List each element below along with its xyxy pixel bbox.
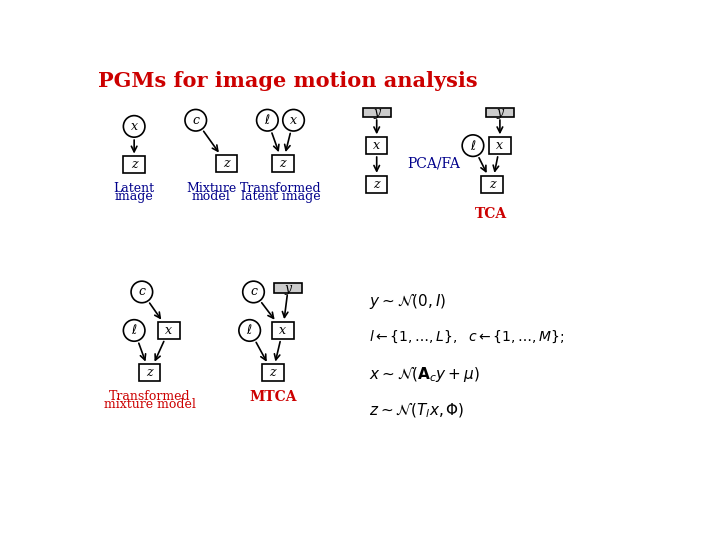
Text: mixture model: mixture model [104,398,196,411]
Text: image: image [114,190,153,203]
Text: x: x [373,139,380,152]
Text: z: z [146,366,153,379]
Text: z: z [131,158,138,171]
Circle shape [462,135,484,157]
Bar [158,322,179,339]
Bar [123,157,145,173]
Text: latent image: latent image [240,190,320,203]
Circle shape [123,116,145,137]
Circle shape [243,281,264,303]
Text: z: z [374,178,380,191]
Text: y: y [373,106,380,119]
Circle shape [185,110,207,131]
Bar [363,108,390,117]
Bar [139,364,161,381]
Circle shape [256,110,278,131]
Bar [482,176,503,193]
Text: x: x [496,139,503,152]
Text: z: z [223,157,230,170]
Text: c: c [250,286,257,299]
Text: z: z [489,178,495,191]
Text: y: y [284,281,292,295]
Text: x: x [130,120,138,133]
Text: $l \leftarrow \{1,\ldots,L\},\ \ c \leftarrow \{1,\ldots,M\};$: $l \leftarrow \{1,\ldots,L\},\ \ c \left… [369,329,564,345]
Text: MTCA: MTCA [249,390,297,404]
Text: x: x [166,324,172,337]
Text: c: c [192,114,199,127]
Bar [366,137,387,154]
Bar [274,284,302,293]
Text: $\ell$: $\ell$ [469,139,476,153]
Circle shape [239,320,261,341]
Text: $\ell$: $\ell$ [264,113,271,127]
Text: $y \sim \mathcal{N}(0, I)$: $y \sim \mathcal{N}(0, I)$ [369,292,446,311]
Text: Mixture: Mixture [186,182,236,195]
Text: x: x [279,324,287,337]
Text: TCA: TCA [474,207,507,221]
Text: c: c [138,286,145,299]
Text: z: z [269,366,276,379]
Text: Transformed: Transformed [240,182,321,195]
Circle shape [131,281,153,303]
Text: model: model [192,190,230,203]
Bar [489,137,510,154]
Text: Latent: Latent [114,182,155,195]
Bar [486,108,514,117]
Text: PCA/FA: PCA/FA [408,157,460,170]
Text: $x \sim \mathcal{N}(\mathbf{A}_c y + \mu)$: $x \sim \mathcal{N}(\mathbf{A}_c y + \mu… [369,365,480,384]
Text: y: y [496,106,503,119]
Text: $z \sim \mathcal{N}(T_l x, \Phi)$: $z \sim \mathcal{N}(T_l x, \Phi)$ [369,401,464,420]
Bar [216,155,238,172]
Bar [272,322,294,339]
Circle shape [283,110,305,131]
Bar [366,176,387,193]
Text: Transformed: Transformed [109,390,190,403]
Circle shape [123,320,145,341]
Text: $\ell$: $\ell$ [246,323,253,338]
Text: $\ell$: $\ell$ [131,323,138,338]
Text: z: z [279,157,286,170]
Bar [262,364,284,381]
Text: x: x [290,114,297,127]
Bar [272,155,294,172]
Text: PGMs for image motion analysis: PGMs for image motion analysis [98,71,477,91]
